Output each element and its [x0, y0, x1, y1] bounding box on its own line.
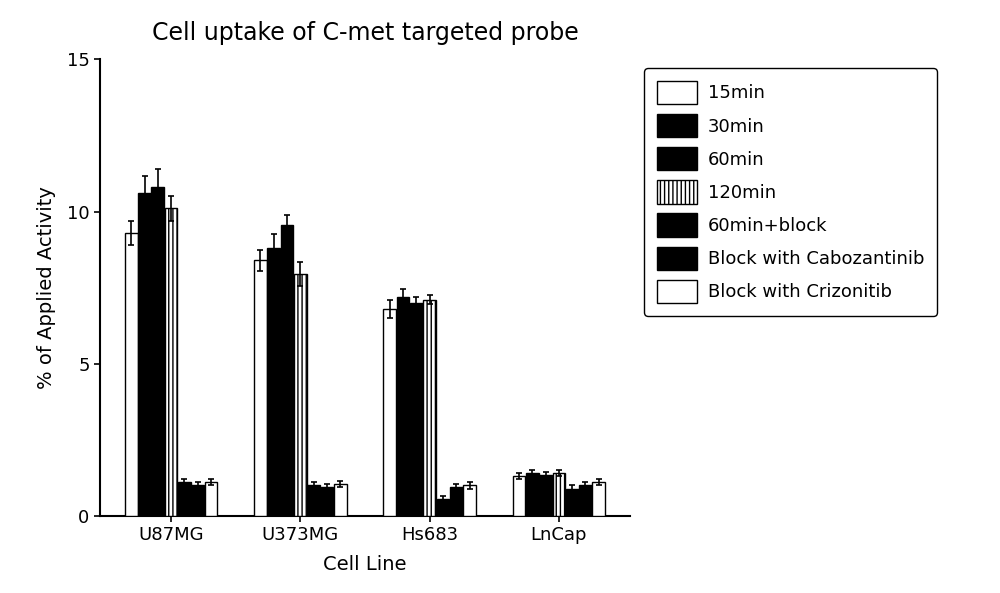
Bar: [539, 475, 552, 516]
Bar: [423, 300, 436, 516]
Bar: [267, 248, 280, 516]
Bar: [281, 225, 293, 516]
Bar: [410, 303, 423, 516]
Bar: [513, 476, 525, 516]
Bar: [463, 486, 476, 516]
Bar: [397, 296, 409, 516]
Bar: [125, 233, 138, 516]
Bar: [138, 193, 151, 516]
Y-axis label: % of Applied Activity: % of Applied Activity: [37, 186, 56, 389]
Bar: [307, 486, 320, 516]
Bar: [592, 483, 605, 516]
Bar: [553, 473, 565, 516]
Bar: [321, 487, 333, 516]
Bar: [254, 260, 267, 516]
Bar: [437, 499, 449, 516]
Bar: [450, 487, 463, 516]
Title: Cell uptake of C-met targeted probe: Cell uptake of C-met targeted probe: [152, 21, 578, 45]
Bar: [579, 486, 592, 516]
Bar: [294, 274, 307, 516]
Bar: [205, 483, 217, 516]
Bar: [151, 187, 164, 516]
Bar: [526, 473, 539, 516]
Bar: [178, 483, 191, 516]
Bar: [334, 484, 347, 516]
Bar: [165, 209, 177, 516]
Bar: [191, 486, 204, 516]
X-axis label: Cell Line: Cell Line: [323, 556, 407, 575]
Bar: [383, 309, 396, 516]
Legend: 15min, 30min, 60min, 120min, 60min+block, Block with Cabozantinib, Block with Cr: 15min, 30min, 60min, 120min, 60min+block…: [644, 68, 937, 315]
Bar: [566, 489, 579, 516]
